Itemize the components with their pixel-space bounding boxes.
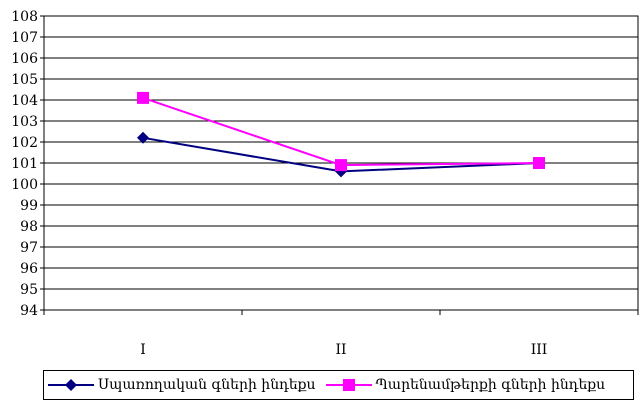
y-tick-label: 97: [20, 240, 38, 256]
x-tick-label: I: [140, 342, 146, 358]
y-tick-label: 99: [20, 198, 38, 214]
y-tick-label: 107: [11, 30, 38, 46]
data-point-diamond: [137, 131, 149, 144]
legend-label-series-1: Սպառողական գների ինդեքս: [98, 377, 316, 393]
y-tick-label: 100: [11, 177, 38, 193]
y-tick-label: 101: [11, 156, 38, 172]
data-point-square: [137, 91, 149, 104]
legend-item-series-1: Սպառողական գների ինդեքս: [48, 377, 316, 393]
y-tick-label: 105: [11, 72, 38, 88]
y-tick-label: 96: [20, 261, 38, 277]
y-tick-label: 106: [11, 51, 38, 67]
square-marker-icon: [325, 379, 372, 391]
diamond-marker-icon: [48, 379, 94, 391]
legend: Սպառողական գների ինդեքս Պարենամթերքի գնե…: [43, 370, 634, 400]
y-tick-label: 104: [11, 93, 38, 109]
y-tick-label: 98: [20, 219, 38, 235]
y-tick-label: 103: [11, 114, 38, 130]
y-tick-label: 94: [20, 303, 38, 319]
x-tick-label: II: [335, 342, 346, 358]
y-tick-label: 108: [11, 9, 38, 25]
x-tick-label: III: [531, 342, 548, 358]
series-line-2: [142, 96, 540, 167]
legend-item-series-2: Պարենամթերքի գների ինդեքս: [325, 377, 606, 393]
y-tick-label: 102: [11, 135, 38, 151]
plot-frame: [43, 15, 639, 311]
legend-label-series-2: Պարենամթերքի գների ինդեքս: [375, 377, 606, 393]
y-tick-label: 95: [20, 282, 38, 298]
data-point-square: [335, 159, 347, 172]
data-point-square: [533, 157, 545, 169]
